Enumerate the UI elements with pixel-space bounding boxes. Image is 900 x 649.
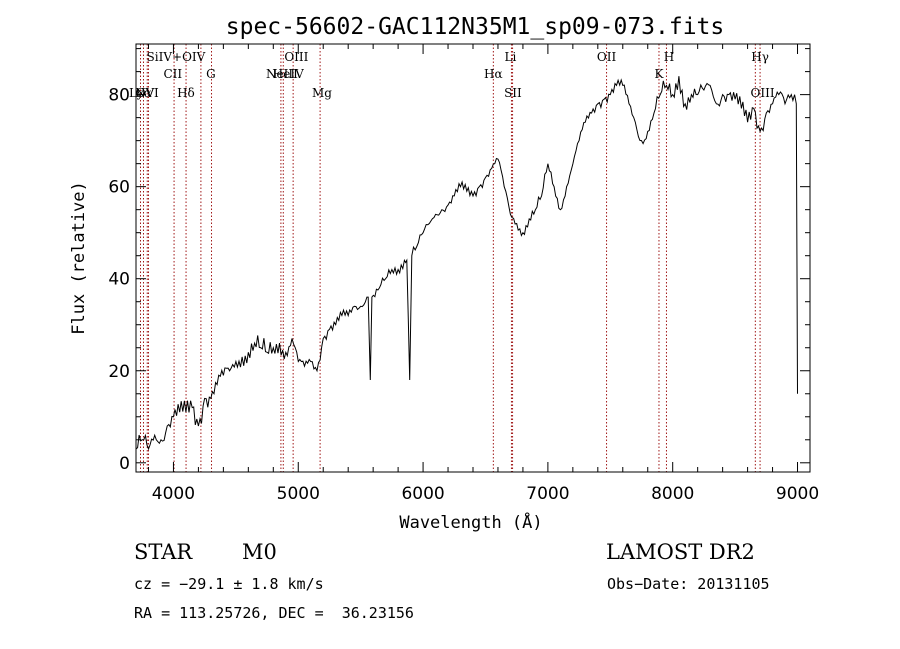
object-class: STAR	[134, 540, 193, 564]
x-tick-label: 7000	[526, 484, 569, 504]
line-label: Hδ	[177, 86, 195, 100]
line-label: SiIV+OIV	[147, 50, 206, 64]
line-label: Hγ	[751, 50, 769, 64]
line-label: K	[654, 67, 664, 81]
reference-lines	[139, 44, 761, 472]
spectral-line-labels: NVOVILyαSiIV+OIVCIIHδGOIIINeIIIHeIVMgLiH…	[129, 50, 775, 100]
line-label: Mg	[312, 86, 332, 100]
object-subclass: M0	[242, 540, 277, 564]
observation-date: Obs−Date: 20131105	[607, 575, 770, 593]
line-label: NV	[135, 86, 155, 100]
line-label: OIII	[284, 50, 308, 64]
y-tick-label: 20	[108, 362, 130, 382]
x-tick-label: 9000	[776, 484, 819, 504]
line-label: H	[664, 50, 674, 64]
x-tick-label: 8000	[651, 484, 694, 504]
x-axis-label: Wavelength (Å)	[399, 511, 542, 533]
chart-title: spec-56602-GAC112N35M1_sp09-073.fits	[226, 14, 725, 40]
y-tick-label: 40	[108, 270, 130, 290]
line-label: OVI	[136, 86, 159, 100]
line-label: NeIII	[266, 67, 298, 81]
survey-name: LAMOST DR2	[606, 540, 755, 564]
line-label: Lyα	[129, 86, 152, 100]
line-label: Li	[505, 50, 517, 64]
y-tick-label: 80	[108, 86, 130, 106]
line-label: CII	[163, 67, 182, 81]
x-axis-ticks: 4000 5000 6000 7000 8000 9000	[147, 44, 819, 504]
x-tick-label: 5000	[277, 484, 320, 504]
plot-frame	[135, 43, 811, 473]
redshift-value: cz = −29.1 ± 1.8 km/s	[134, 575, 324, 593]
coordinates: RA = 113.25726, DEC = 36.23156	[134, 604, 414, 622]
line-label: G	[206, 67, 216, 81]
line-label: OII	[597, 50, 617, 64]
spectrum-line	[135, 76, 798, 451]
y-axis-ticks: 0 20 40 60 80	[108, 48, 810, 474]
y-axis-label: Flux (relative)	[69, 181, 89, 335]
line-label: Hα	[484, 67, 503, 81]
line-label: OIII	[751, 86, 775, 100]
x-tick-label: 4000	[152, 484, 195, 504]
x-tick-label: 6000	[401, 484, 444, 504]
line-label: HeIV	[273, 67, 304, 81]
y-tick-label: 0	[119, 454, 130, 474]
y-tick-label: 60	[108, 178, 130, 198]
line-label: SII	[504, 86, 522, 100]
